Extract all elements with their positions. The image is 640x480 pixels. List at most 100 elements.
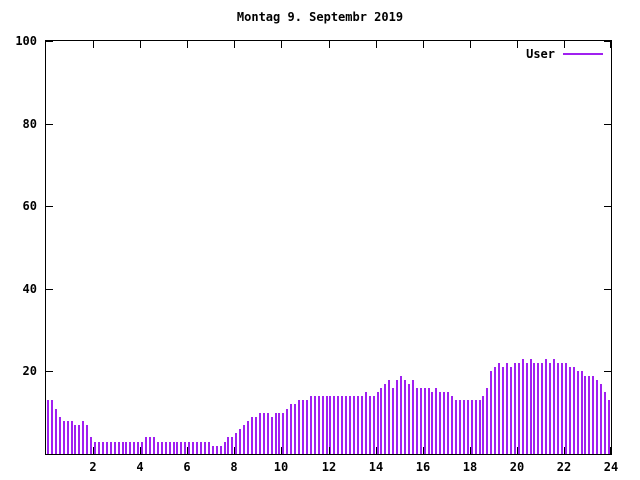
user-bar (396, 380, 398, 454)
axis-tick (46, 206, 53, 207)
user-bar (588, 376, 590, 454)
axis-tick (470, 41, 471, 48)
user-bar (447, 392, 449, 454)
user-bar (110, 442, 112, 454)
user-bar (67, 421, 69, 454)
user-bar (471, 400, 473, 454)
user-bar (173, 442, 175, 454)
user-bar (463, 400, 465, 454)
user-bar (98, 442, 100, 454)
x-tick-label: 16 (415, 460, 431, 474)
user-bar (318, 396, 320, 454)
user-bar (114, 442, 116, 454)
axis-tick (564, 41, 565, 48)
axis-tick (423, 447, 424, 454)
user-bar (161, 442, 163, 454)
user-bar (243, 425, 245, 454)
user-bar (306, 400, 308, 454)
user-bar (431, 392, 433, 454)
user-bar (369, 396, 371, 454)
user-bar (271, 417, 273, 454)
user-bar (435, 388, 437, 454)
user-bar (310, 396, 312, 454)
user-bar (282, 413, 284, 454)
user-bar (569, 367, 571, 454)
user-bar (439, 392, 441, 454)
axis-tick (376, 41, 377, 48)
axis-tick (140, 447, 141, 454)
user-bar (180, 442, 182, 454)
user-bar (47, 400, 49, 454)
user-bar (55, 409, 57, 454)
user-bar (388, 380, 390, 454)
user-bar (467, 400, 469, 454)
user-bar (102, 442, 104, 454)
user-bar (537, 363, 539, 454)
user-bar (380, 388, 382, 454)
x-tick-label: 12 (321, 460, 337, 474)
user-bar (118, 442, 120, 454)
axis-tick (604, 289, 611, 290)
user-bar (326, 396, 328, 454)
x-tick-label: 8 (230, 460, 238, 474)
user-bar (59, 417, 61, 454)
user-bar (498, 363, 500, 454)
user-bar (63, 421, 65, 454)
user-bar (74, 425, 76, 454)
x-tick-label: 4 (136, 460, 144, 474)
user-bar (157, 442, 159, 454)
user-bar (416, 388, 418, 454)
user-bar (592, 376, 594, 454)
user-bar (149, 437, 151, 454)
user-bar (545, 359, 547, 454)
y-tick-label: 40 (22, 282, 37, 296)
user-bar (400, 376, 402, 454)
user-bar (165, 442, 167, 454)
axis-tick (376, 447, 377, 454)
user-bar (224, 442, 226, 454)
user-bar (137, 442, 139, 454)
user-bar (153, 437, 155, 454)
user-bar (267, 413, 269, 454)
user-bar (482, 396, 484, 454)
axis-tick (93, 447, 94, 454)
x-tick-label: 22 (556, 460, 572, 474)
user-bar (373, 396, 375, 454)
user-bar (216, 446, 218, 454)
user-bar (510, 367, 512, 454)
x-tick-label: 24 (603, 460, 619, 474)
x-tick-label: 2 (89, 460, 97, 474)
user-bar (337, 396, 339, 454)
user-bar (176, 442, 178, 454)
axis-tick (604, 206, 611, 207)
user-bar (475, 400, 477, 454)
user-bar (341, 396, 343, 454)
user-bar (94, 442, 96, 454)
user-bar (581, 371, 583, 454)
user-bar (392, 388, 394, 454)
user-bar (192, 442, 194, 454)
legend-user-label: User (526, 47, 555, 61)
user-bar (208, 442, 210, 454)
user-bar (220, 446, 222, 454)
user-bar (486, 388, 488, 454)
user-bar (286, 409, 288, 454)
axis-tick (93, 41, 94, 48)
user-bar (577, 371, 579, 454)
user-bar (479, 400, 481, 454)
user-bar (259, 413, 261, 454)
x-tick-label: 18 (462, 460, 478, 474)
axis-tick (281, 447, 282, 454)
user-bar (188, 442, 190, 454)
legend: User (526, 47, 603, 61)
chart-title: Montag 9. Septembr 2019 (236, 10, 404, 24)
user-bar (565, 363, 567, 454)
user-bar (212, 446, 214, 454)
user-bar (596, 380, 598, 454)
axis-tick (46, 289, 53, 290)
user-bar (541, 363, 543, 454)
user-bar (522, 359, 524, 454)
user-bar (51, 400, 53, 454)
user-bar (294, 404, 296, 454)
